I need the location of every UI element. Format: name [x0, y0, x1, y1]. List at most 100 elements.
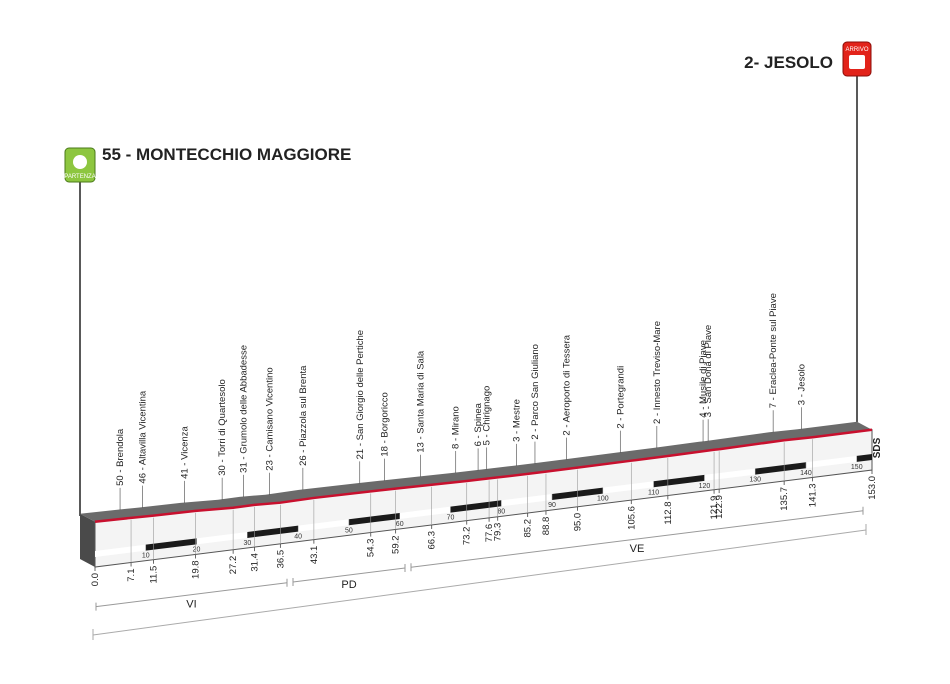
km-label: 135.7: [779, 487, 790, 511]
waypoint-label: 4 - Musile di Piave: [698, 340, 709, 418]
waypoint-altitude: 23: [264, 460, 275, 471]
km-stripe: [95, 544, 146, 557]
x-tick-label: 80: [497, 508, 505, 515]
waypoint-label: 8 - Mirano: [451, 406, 462, 449]
side-face: [80, 513, 95, 567]
km-stripe: [298, 519, 349, 532]
province-bracket: [292, 567, 406, 583]
province-label: PD: [341, 579, 356, 591]
x-tick-label: 70: [447, 515, 455, 522]
km-label: 112.8: [663, 501, 674, 524]
km-stripe: [704, 468, 756, 481]
km-label: 36.5: [275, 550, 286, 569]
x-tick-label: 60: [396, 521, 404, 528]
km-label: 141.3: [808, 483, 819, 507]
waypoint-name: Innesto Treviso-Mare: [652, 321, 663, 410]
x-tick-label: 100: [597, 496, 609, 503]
start-icon-symbol: [73, 155, 87, 169]
waypoint-altitude: 41: [180, 468, 191, 479]
waypoint-name: Vicenza: [180, 426, 191, 460]
waypoint-name: Eraclea-Ponte sul Piave: [768, 293, 779, 394]
waypoint-altitude: 31: [238, 462, 249, 473]
waypoint-altitude: 30: [217, 465, 228, 476]
waypoint-name: Brendola: [115, 428, 126, 467]
km-label: 19.8: [191, 560, 202, 579]
waypoint-name: Aeroporto di Tessera: [561, 334, 572, 422]
waypoint-altitude: 21: [355, 449, 366, 460]
x-tick-label: 140: [800, 470, 812, 477]
waypoint-label: 30 - Torri di Quartesolo: [217, 379, 228, 475]
waypoint-altitude: 6: [473, 441, 484, 446]
km-label: 11.5: [148, 566, 159, 584]
waypoint-label: 7 - Eraclea-Ponte sul Piave: [768, 293, 779, 408]
waypoint-name: Mirano: [451, 406, 462, 435]
province-bracket: [95, 582, 288, 608]
waypoint-name: Chirignago: [482, 386, 493, 432]
finish-altitude: 2: [744, 53, 753, 72]
km-label: 27.2: [228, 556, 239, 575]
finish-icon-symbol: [849, 55, 865, 69]
waypoint-altitude: 4: [698, 412, 709, 417]
x-tick-label: 30: [243, 540, 251, 547]
km-stripe: [247, 525, 299, 538]
km-label: 105.6: [626, 506, 637, 530]
x-tick-label: 110: [648, 489, 659, 496]
x-tick-label: 90: [548, 502, 556, 509]
profile-line: [94, 428, 873, 523]
km-label: 66.3: [427, 531, 438, 550]
waypoint-label: 3 - Mestre: [512, 399, 523, 442]
waypoint-name: Spinea: [473, 402, 484, 432]
waypoint-altitude: 2: [530, 434, 541, 439]
x-tick-label: 40: [294, 534, 302, 541]
x-tick-label: 10: [142, 553, 150, 560]
waypoint-altitude: 3: [512, 437, 523, 442]
km-label: 122.9: [714, 495, 725, 519]
waypoint-label: 6 - Spinea: [473, 402, 484, 446]
waypoint-label: 2 - Portegrandi: [615, 366, 626, 429]
km-stripe: [602, 481, 654, 494]
km-stripe: [653, 474, 705, 488]
waypoint-label: 5 - Chirignago: [482, 386, 493, 446]
waypoint-name: Grumolo delle Abbadesse: [238, 345, 249, 454]
km-label: 153.0: [867, 476, 878, 500]
start-label: 55 - MONTECCHIO MAGGIORE: [102, 145, 351, 164]
km-label: 43.1: [309, 546, 320, 565]
waypoint-label: 2 - Aeroporto di Tessera: [561, 334, 572, 435]
waypoint-altitude: 13: [416, 442, 427, 453]
waypoint-name: San Donà di Piave: [703, 325, 714, 404]
waypoint-altitude: 8: [451, 444, 462, 449]
source-label: SDS: [872, 437, 883, 458]
province-label: VE: [630, 543, 645, 555]
waypoint-name: San Giorgio delle Pertiche: [355, 330, 366, 440]
waypoint-label: 46 - Altavilla Vicentina: [137, 390, 148, 484]
start-name: MONTECCHIO MAGGIORE: [136, 145, 351, 164]
waypoint-name: Jesolo: [797, 364, 808, 391]
km-stripe: [805, 455, 857, 469]
km-label: 85.2: [523, 519, 534, 538]
km-stripe: [399, 506, 451, 519]
waypoint-label: 2 - Parco San Giuliano: [530, 344, 541, 440]
province-label: VI: [186, 599, 196, 611]
waypoint-name: Portegrandi: [615, 366, 626, 415]
waypoint-label: 18 - Borgoricco: [380, 392, 391, 456]
km-stripe: [145, 538, 197, 551]
profile: 10 20 30 40 50 60 70 80 90 100 110 120 130 140 150 0.0 5…: [80, 293, 878, 640]
waypoint-altitude: 7: [768, 403, 779, 408]
start-icon-label: PARTENZA: [64, 174, 95, 180]
waypoint-name: Altavilla Vicentina: [137, 390, 148, 465]
waypoint-altitude: 46: [137, 473, 148, 484]
waypoint-label: 23 - Camisano Vicentino: [264, 367, 275, 470]
km-label: 77.6: [484, 524, 495, 543]
finish-icon-label: ARRIVO: [845, 47, 868, 53]
waypoint-label: 31 - Grumolo delle Abbadesse: [238, 345, 249, 473]
km-label: 88.8: [541, 517, 552, 536]
waypoint-altitude: 18: [380, 446, 391, 457]
x-tick-label: 20: [193, 546, 201, 553]
km-stripe: [501, 493, 553, 507]
waypoint-altitude: 2: [561, 430, 572, 435]
waypoint-name: Camisano Vicentino: [264, 367, 275, 451]
km-label: 95.0: [572, 513, 583, 532]
waypoint-label: 26 - Piazzola sul Brenta: [298, 365, 309, 466]
